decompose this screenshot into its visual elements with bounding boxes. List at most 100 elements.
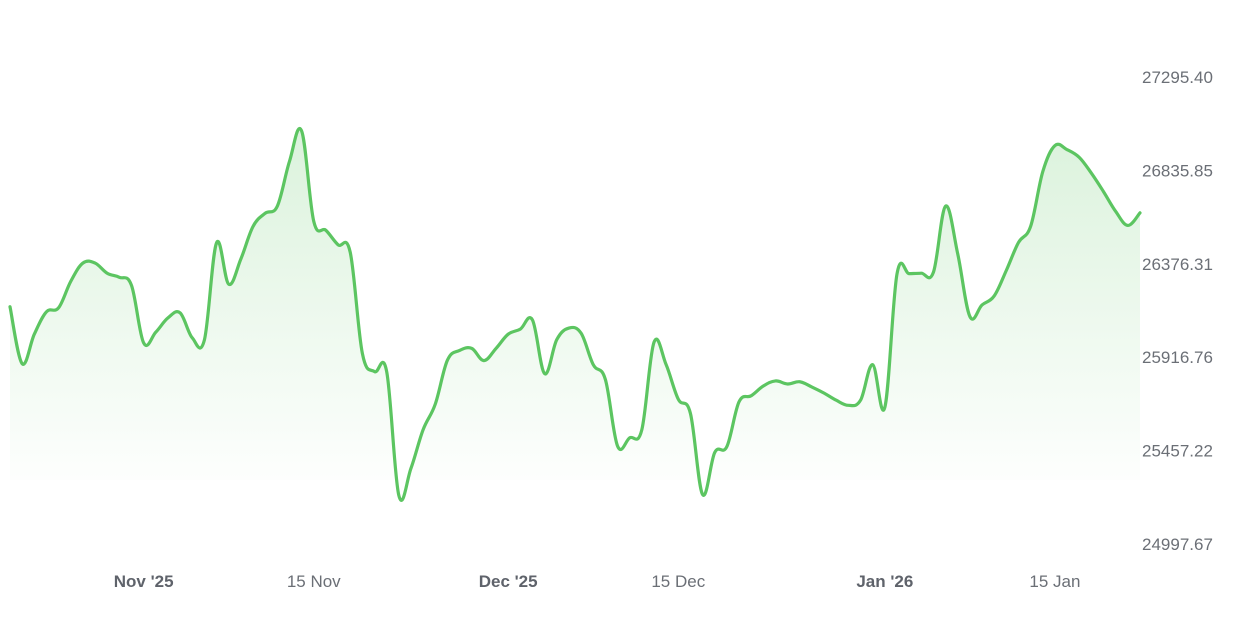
x-tick-label: 15 Nov [287, 572, 341, 591]
data-point [701, 493, 705, 497]
data-point [616, 444, 620, 448]
data-point [798, 380, 802, 384]
data-point [944, 204, 948, 208]
data-point [567, 326, 571, 330]
data-point [166, 316, 170, 320]
x-tick-label: Nov '25 [114, 572, 174, 591]
data-point [202, 338, 206, 342]
data-point [968, 315, 972, 319]
data-point [956, 252, 960, 256]
data-point [32, 332, 36, 336]
data-point [737, 400, 741, 404]
x-tick-label: 15 Jan [1029, 572, 1080, 591]
y-tick-label: 25457.22 [1142, 442, 1213, 461]
data-point [652, 340, 656, 344]
data-point [287, 159, 291, 163]
data-point [506, 332, 510, 336]
data-point [725, 445, 729, 449]
data-point [992, 294, 996, 298]
data-point [1138, 211, 1142, 215]
data-point [1065, 148, 1069, 152]
data-point [227, 282, 231, 286]
y-tick-label: 27295.40 [1142, 68, 1213, 87]
data-point [409, 466, 413, 470]
data-point [93, 261, 97, 265]
data-point [846, 403, 850, 407]
data-point [433, 402, 437, 406]
data-point [773, 379, 777, 383]
y-tick-label: 24997.67 [1142, 535, 1213, 554]
data-point [688, 411, 692, 415]
data-point [871, 363, 875, 367]
data-point [895, 272, 899, 276]
data-point [105, 271, 109, 275]
data-point [57, 306, 61, 310]
data-point [69, 279, 73, 283]
data-point [1004, 268, 1008, 272]
data-point [348, 250, 352, 254]
data-point [518, 327, 522, 331]
data-point [44, 310, 48, 314]
data-point [1126, 223, 1130, 227]
data-point [1053, 144, 1057, 148]
data-point [275, 204, 279, 208]
data-point [263, 211, 267, 215]
data-point [676, 397, 680, 401]
data-point [859, 398, 863, 402]
data-point [482, 359, 486, 363]
x-tick-label: Jan '26 [856, 572, 913, 591]
data-point [1089, 171, 1093, 175]
data-point [421, 428, 425, 432]
data-point [664, 363, 668, 367]
data-point [385, 370, 389, 374]
data-point [397, 493, 401, 497]
data-point [603, 378, 607, 382]
data-point [142, 341, 146, 345]
data-point [324, 228, 328, 232]
data-point [215, 241, 219, 245]
data-point [749, 394, 753, 398]
data-point [20, 362, 24, 366]
data-point [713, 450, 717, 454]
y-axis: 27295.40 26835.85 26376.31 25916.76 25457.22… [1142, 68, 1213, 554]
x-axis: Nov '25 15 Nov Dec '25 15 Dec Jan '26 15 Jan [114, 572, 1081, 591]
data-point [117, 275, 121, 279]
data-point [810, 385, 814, 389]
data-point [1041, 170, 1045, 174]
y-tick-label: 26376.31 [1142, 255, 1213, 274]
data-point [239, 257, 243, 261]
data-point [579, 331, 583, 335]
data-point [1077, 155, 1081, 159]
data-point [178, 311, 182, 315]
data-point [786, 382, 790, 386]
data-point [591, 363, 595, 367]
data-point [761, 384, 765, 388]
data-point [555, 338, 559, 342]
data-point [1114, 209, 1118, 213]
data-point [907, 272, 911, 276]
x-tick-label: 15 Dec [651, 572, 705, 591]
data-point [190, 336, 194, 340]
data-point [312, 219, 316, 223]
data-point [1029, 224, 1033, 228]
y-tick-label: 25916.76 [1142, 348, 1213, 367]
data-point [360, 351, 364, 355]
data-point [154, 330, 158, 334]
data-point [336, 243, 340, 247]
data-point [530, 318, 534, 322]
data-point [980, 303, 984, 307]
x-tick-label: Dec '25 [479, 572, 538, 591]
data-point [822, 391, 826, 395]
data-point [494, 346, 498, 350]
data-point [931, 270, 935, 274]
data-point [470, 346, 474, 350]
data-point [445, 358, 449, 362]
data-point [640, 428, 644, 432]
data-point [919, 271, 923, 275]
data-point [458, 348, 462, 352]
data-point [8, 305, 12, 309]
data-point [1016, 241, 1020, 245]
data-point [883, 405, 887, 409]
data-point [834, 398, 838, 402]
